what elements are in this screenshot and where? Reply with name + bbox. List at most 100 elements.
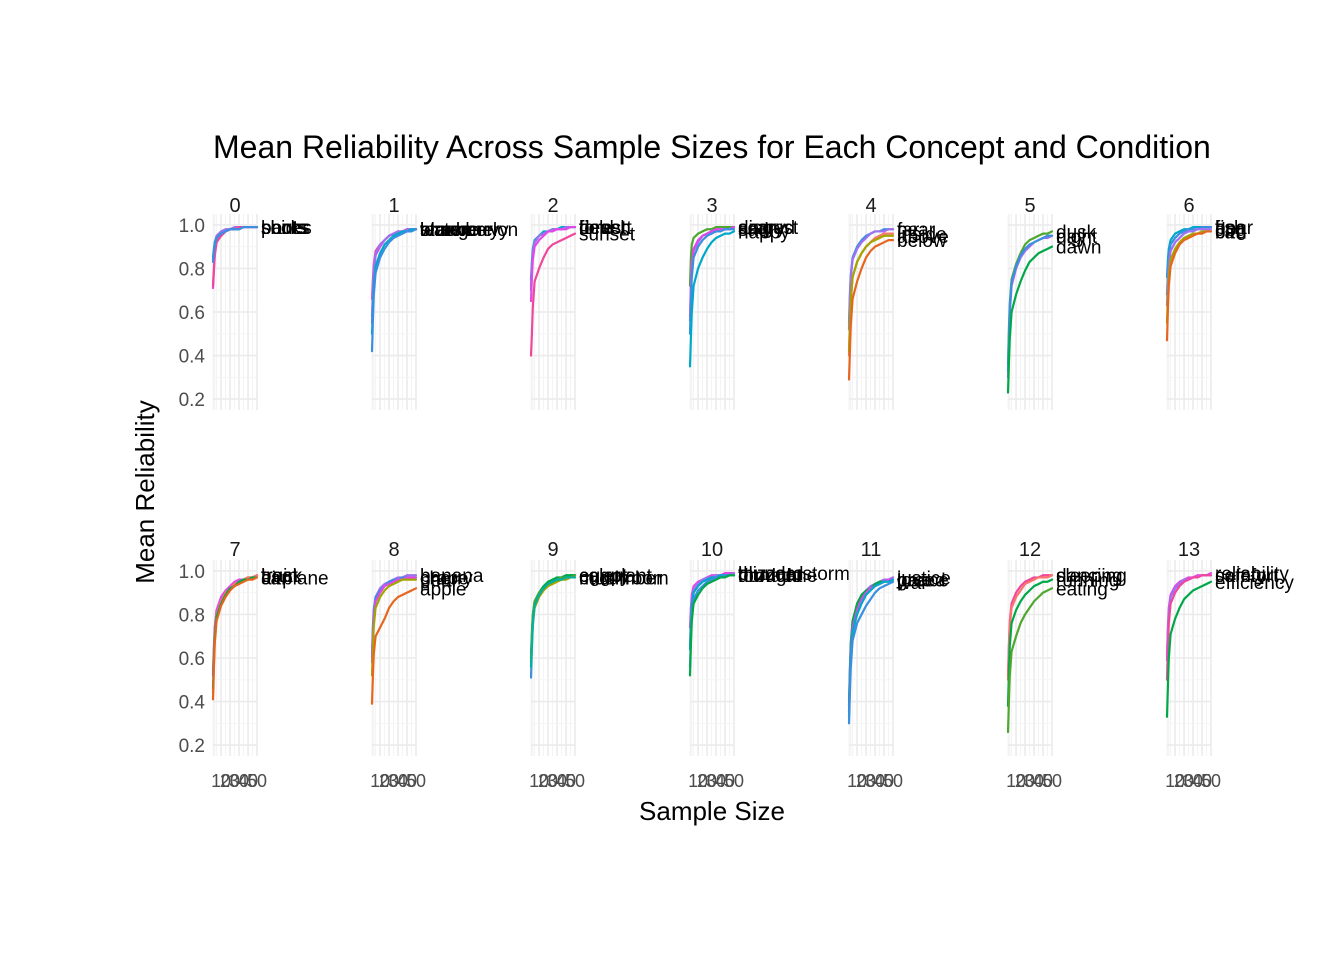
end-label-dawn: dawn [1056,238,1101,259]
end-label-night: night [1056,227,1098,248]
y-tick-label: 1.0 [179,216,205,237]
end-label-peace: peace [897,571,949,592]
series-line-sunset [529,232,577,357]
strip-label: 4 [865,195,876,217]
x-tick-label: 10 [688,771,708,791]
end-label-train: train [261,566,298,587]
x-axis-title: Sample Size [639,796,785,826]
end-label-efficiency: efficiency [1215,573,1294,594]
end-label-banana: banana [420,566,484,587]
end-label-reliability: reliability [1215,564,1289,585]
end-label-thunderstorm: thunderstorm [738,564,850,585]
x-tick-label: 20 [220,771,240,791]
x-tick-label: 40 [238,771,258,791]
end-label-fish: fish [1215,218,1245,239]
x-tick-label: 30 [706,771,726,791]
x-tick-label: 20 [538,771,558,791]
series-line-efficiency [1165,580,1213,718]
x-tick-label: 50 [247,771,267,791]
x-tick-label: 20 [697,771,717,791]
x-tick-label: 30 [229,771,249,791]
end-label-war: war [896,573,928,594]
series-line-day [1006,234,1054,372]
x-tick-label: 50 [1201,771,1221,791]
series-line-above [847,234,895,353]
x-tick-label: 20 [1015,771,1035,791]
end-label-orange: orange [420,220,479,241]
end-label-happy: happy [738,222,790,243]
end-label-sad: sad [738,220,769,241]
end-label-shirts: shirts [261,218,306,239]
end-label-eating: eating [1056,579,1108,600]
x-tick-label: 10 [847,771,867,791]
end-label-comfort: comfort [1215,566,1279,587]
series-line-running [1006,578,1054,708]
end-label-running: running [1056,571,1119,592]
end-label-sleeping: sleeping [1056,566,1127,587]
series-line-bear [1165,225,1213,296]
series-line-boots [211,225,259,264]
series-line-dancing [1006,574,1054,681]
series-line-comfort [1165,574,1213,681]
strip-label: 13 [1178,539,1200,561]
end-label-angry: angry [738,218,786,239]
strip-label: 11 [861,539,882,561]
x-tick-label: 30 [388,771,408,791]
end-label-field: field [579,218,614,239]
strip-label: 9 [547,539,558,561]
strip-label: 2 [547,195,558,217]
end-label-hurricane: hurricane [738,566,817,587]
series-line-drought [688,574,736,677]
end-label-scared: scared [738,218,795,239]
end-label-near: near [897,220,936,241]
end-label-cucumber: cucumber [579,568,663,589]
y-tick-label: 0.6 [179,649,205,670]
x-tick-label: 10 [1165,771,1185,791]
end-label-dog: dog [1215,220,1247,241]
end-label-beach: beach [579,218,631,239]
series-line-far [847,228,895,331]
strip-label: 12 [1019,539,1041,561]
strip-label: 1 [388,195,399,217]
x-tick-label: 40 [1192,771,1212,791]
x-tick-label: 30 [1024,771,1044,791]
end-label-love: love [897,571,932,592]
series-line-cat [1165,230,1213,342]
end-label-forest: forest [579,218,627,239]
x-tick-label: 10 [211,771,231,791]
end-label-above: above [897,227,949,248]
series-line-dog [1165,228,1213,307]
end-label-grape: grape [420,568,469,589]
end-label-safety: safety [1215,566,1266,587]
end-label-celery: celery [579,566,630,587]
x-tick-label: 40 [715,771,735,791]
series-line-apple [370,587,418,705]
y-tick-label: 1.0 [179,562,205,583]
x-tick-label: 10 [1006,771,1026,791]
end-label-eggplant: eggplant [579,566,653,587]
end-label-mushroom: mushroom [579,568,669,589]
strip-label: 7 [229,539,240,561]
end-label-cherry: cherry [420,568,473,589]
end-label-watermelon: watermelon [419,220,518,241]
x-tick-label: 40 [397,771,417,791]
x-tick-label: 10 [370,771,390,791]
end-label-apple: apple [420,579,467,600]
y-tick-label: 0.8 [179,259,205,280]
end-label-justice: justice [896,568,951,589]
series-line-disgust [688,225,736,287]
x-tick-label: 50 [565,771,585,791]
end-label-drought: drought [738,566,803,587]
x-tick-label: 30 [547,771,567,791]
end-label-blueberry: blueberry [420,220,500,241]
end-label-dusk: dusk [1056,222,1097,243]
series-line-dawn [1006,245,1054,394]
